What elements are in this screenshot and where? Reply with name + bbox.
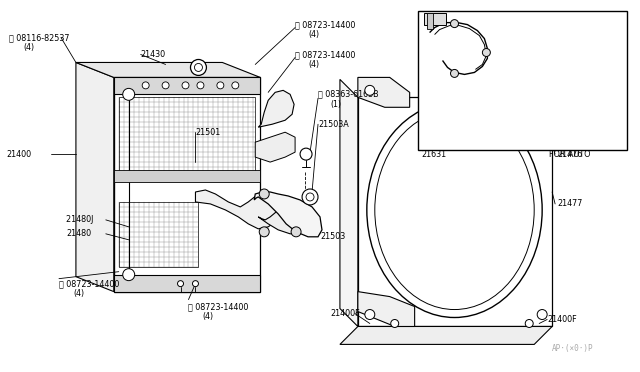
- Circle shape: [525, 320, 533, 327]
- Circle shape: [259, 189, 269, 199]
- Circle shape: [123, 269, 134, 280]
- Polygon shape: [195, 190, 282, 229]
- Text: 21400: 21400: [6, 150, 31, 158]
- Polygon shape: [76, 62, 114, 292]
- Polygon shape: [358, 292, 415, 327]
- Polygon shape: [114, 77, 260, 292]
- Polygon shape: [340, 79, 358, 327]
- Circle shape: [182, 82, 189, 89]
- Circle shape: [232, 82, 239, 89]
- Bar: [114, 275, 260, 292]
- Bar: [427, 13, 433, 29]
- Text: 21480⁠J: 21480⁠J: [66, 215, 93, 224]
- Text: 21400F: 21400F: [547, 315, 577, 324]
- Polygon shape: [340, 327, 552, 344]
- Text: 21501: 21501: [195, 128, 221, 137]
- Text: 21631E: 21631E: [422, 80, 452, 89]
- Circle shape: [191, 60, 207, 76]
- Text: Ⓔ 08723-14400: Ⓔ 08723-14400: [295, 20, 355, 29]
- Polygon shape: [258, 204, 310, 234]
- Text: FOR AUTO: FOR AUTO: [549, 150, 591, 158]
- Circle shape: [451, 70, 458, 77]
- Circle shape: [197, 82, 204, 89]
- Polygon shape: [258, 90, 294, 127]
- Text: 21631: 21631: [422, 150, 447, 158]
- Polygon shape: [76, 62, 260, 77]
- Text: (4): (4): [23, 43, 34, 52]
- Text: Ⓒ 08723-14400: Ⓒ 08723-14400: [295, 50, 355, 59]
- Polygon shape: [255, 132, 295, 162]
- Text: Ⓒ 08723-14400: Ⓒ 08723-14400: [189, 302, 249, 311]
- Circle shape: [300, 148, 312, 160]
- Bar: [114, 77, 260, 94]
- Circle shape: [365, 86, 375, 95]
- Circle shape: [193, 280, 198, 286]
- Text: 21503A: 21503A: [318, 120, 349, 129]
- Bar: [114, 170, 260, 182]
- Polygon shape: [254, 192, 322, 237]
- Circle shape: [217, 82, 224, 89]
- Text: 21631E: 21631E: [554, 30, 584, 39]
- Circle shape: [142, 82, 149, 89]
- Circle shape: [391, 320, 399, 327]
- Text: (1): (1): [330, 100, 341, 109]
- Circle shape: [365, 310, 375, 320]
- Text: AP·(×0·)P: AP·(×0·)P: [552, 344, 594, 353]
- Text: (4): (4): [308, 60, 319, 69]
- Text: 21631E: 21631E: [554, 13, 584, 22]
- Text: 21400F: 21400F: [330, 309, 360, 318]
- Text: 21632: 21632: [554, 48, 579, 57]
- Bar: [358, 97, 552, 327]
- Text: (4): (4): [202, 312, 214, 321]
- Circle shape: [291, 227, 301, 237]
- Text: Ⓑ 08116-82537: Ⓑ 08116-82537: [9, 33, 70, 42]
- Bar: [424, 13, 445, 25]
- Text: Ⓒ 08723-14400: Ⓒ 08723-14400: [59, 279, 119, 288]
- Bar: [119, 202, 198, 267]
- Circle shape: [451, 20, 458, 28]
- Circle shape: [483, 48, 490, 57]
- Text: 21476: 21476: [557, 150, 582, 158]
- Circle shape: [162, 82, 169, 89]
- Text: (4): (4): [308, 30, 319, 39]
- Text: 21480: 21480: [66, 229, 91, 238]
- Text: 21477: 21477: [557, 199, 582, 208]
- Polygon shape: [358, 77, 410, 107]
- Text: Ⓢ 08363-6163B: Ⓢ 08363-6163B: [318, 90, 379, 99]
- Bar: [119, 97, 255, 172]
- Circle shape: [195, 64, 202, 71]
- Circle shape: [306, 193, 314, 201]
- Text: (4): (4): [73, 289, 84, 298]
- Text: 21631E: 21631E: [554, 66, 584, 75]
- Bar: [418, 11, 627, 150]
- Circle shape: [123, 89, 134, 100]
- Text: 21503: 21503: [320, 232, 345, 241]
- Circle shape: [302, 189, 318, 205]
- Text: 21430: 21430: [141, 50, 166, 59]
- Circle shape: [177, 280, 184, 286]
- Circle shape: [259, 227, 269, 237]
- Circle shape: [537, 109, 547, 119]
- Circle shape: [537, 310, 547, 320]
